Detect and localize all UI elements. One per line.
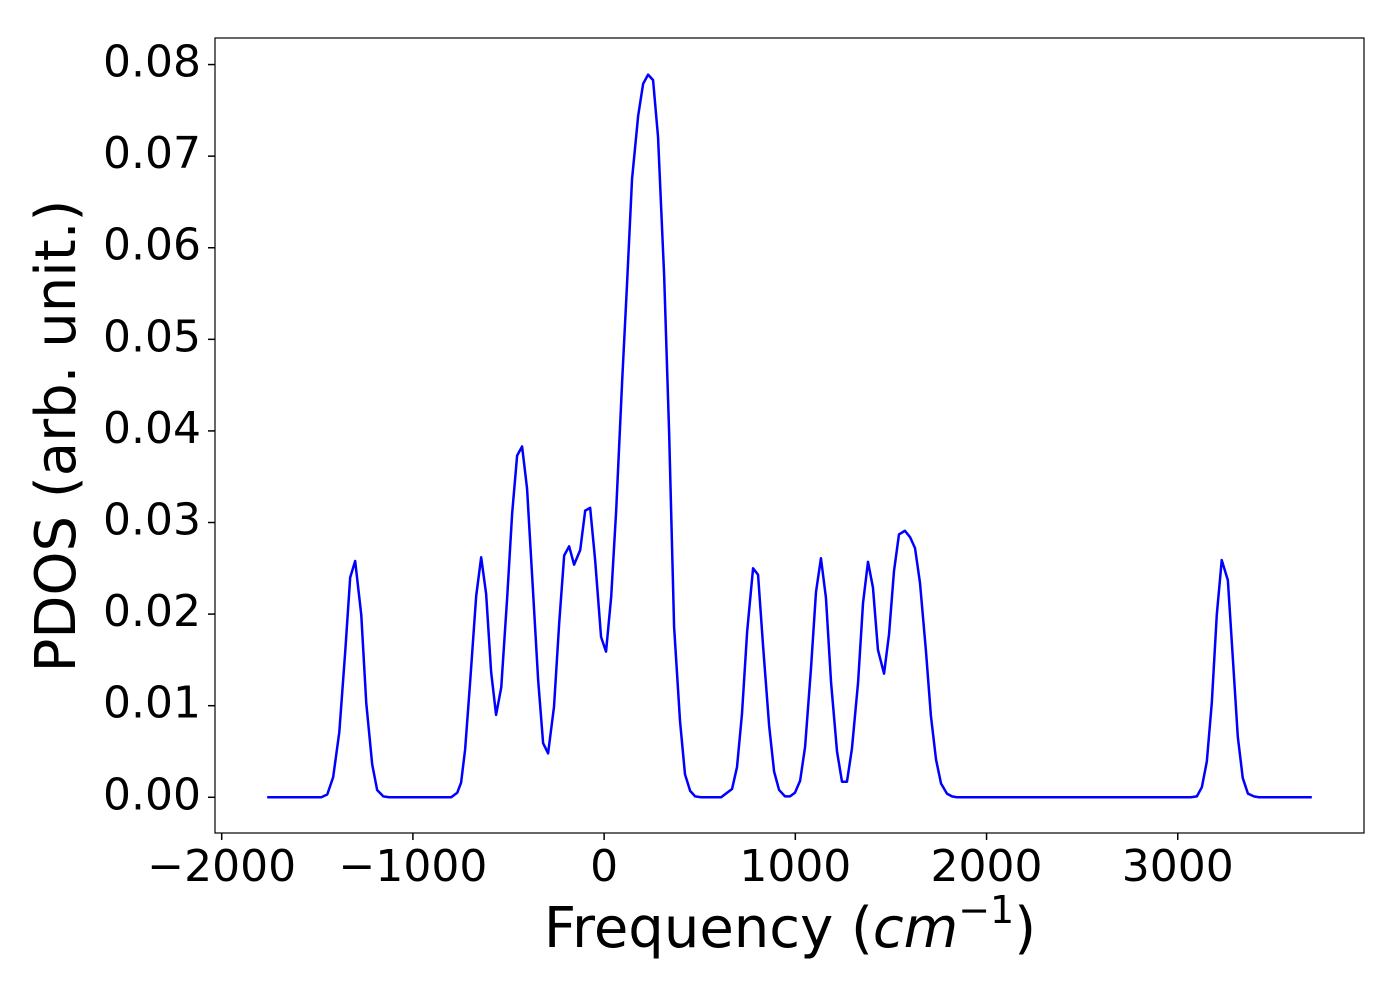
x-tick-label: −2000: [147, 841, 296, 892]
x-tick-label: 1000: [739, 841, 851, 892]
y-tick-label: 0.01: [103, 678, 201, 729]
data-line: [267, 73, 1312, 799]
x-label-exponent: −1: [958, 888, 1014, 932]
y-axis-label: PDOS (arb. unit.): [24, 200, 89, 673]
y-tick-label: 0.03: [103, 495, 201, 546]
y-tick-label: 0.02: [103, 586, 201, 637]
y-tick-label: 0.05: [103, 311, 201, 362]
y-tick-label: 0.07: [103, 128, 201, 179]
x-label-unit: cm: [873, 896, 958, 961]
y-tick-label: 0.04: [103, 403, 201, 454]
y-tick-label: 0.06: [103, 220, 201, 271]
plot-frame: [214, 37, 1365, 834]
y-tick-label: 0.00: [103, 769, 201, 820]
x-tick-label: 0: [590, 841, 618, 892]
x-tick-label: 2000: [931, 841, 1043, 892]
x-tick-label: 3000: [1122, 841, 1234, 892]
y-tick-label: 0.08: [103, 37, 201, 88]
x-label-text: ): [1014, 896, 1036, 961]
x-label-text: Frequency (: [544, 896, 873, 961]
x-axis-label: Frequency (cm−1): [544, 888, 1036, 962]
x-tick-label: −1000: [338, 841, 487, 892]
